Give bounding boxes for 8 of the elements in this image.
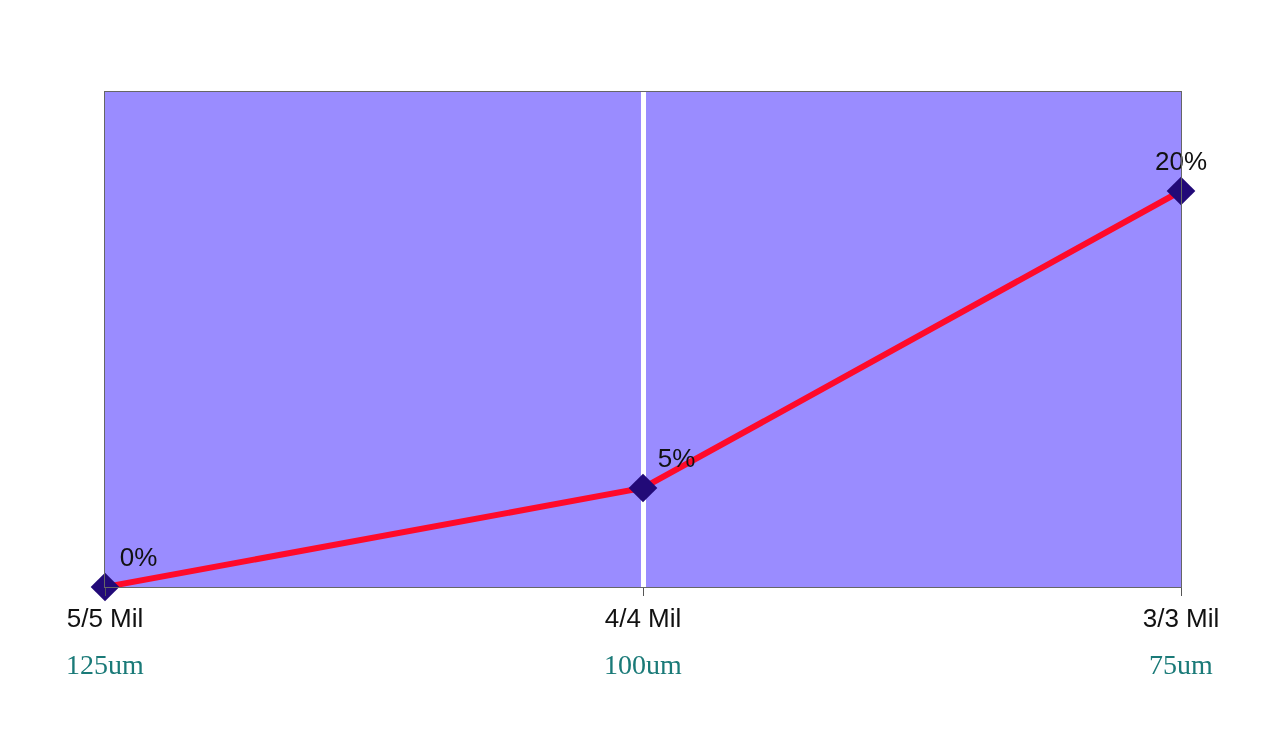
x-tick-label: 4/4 Mil [604, 603, 682, 634]
text: 125um [66, 649, 144, 680]
x-tick-label: 5/5 Mil [66, 603, 144, 634]
data-label: 0% [119, 541, 158, 572]
x-tick-label: 3/3 Mil [1142, 603, 1220, 634]
text: 75um [1149, 649, 1213, 680]
text: 100um [604, 649, 682, 680]
data-label: 5% [657, 442, 696, 473]
